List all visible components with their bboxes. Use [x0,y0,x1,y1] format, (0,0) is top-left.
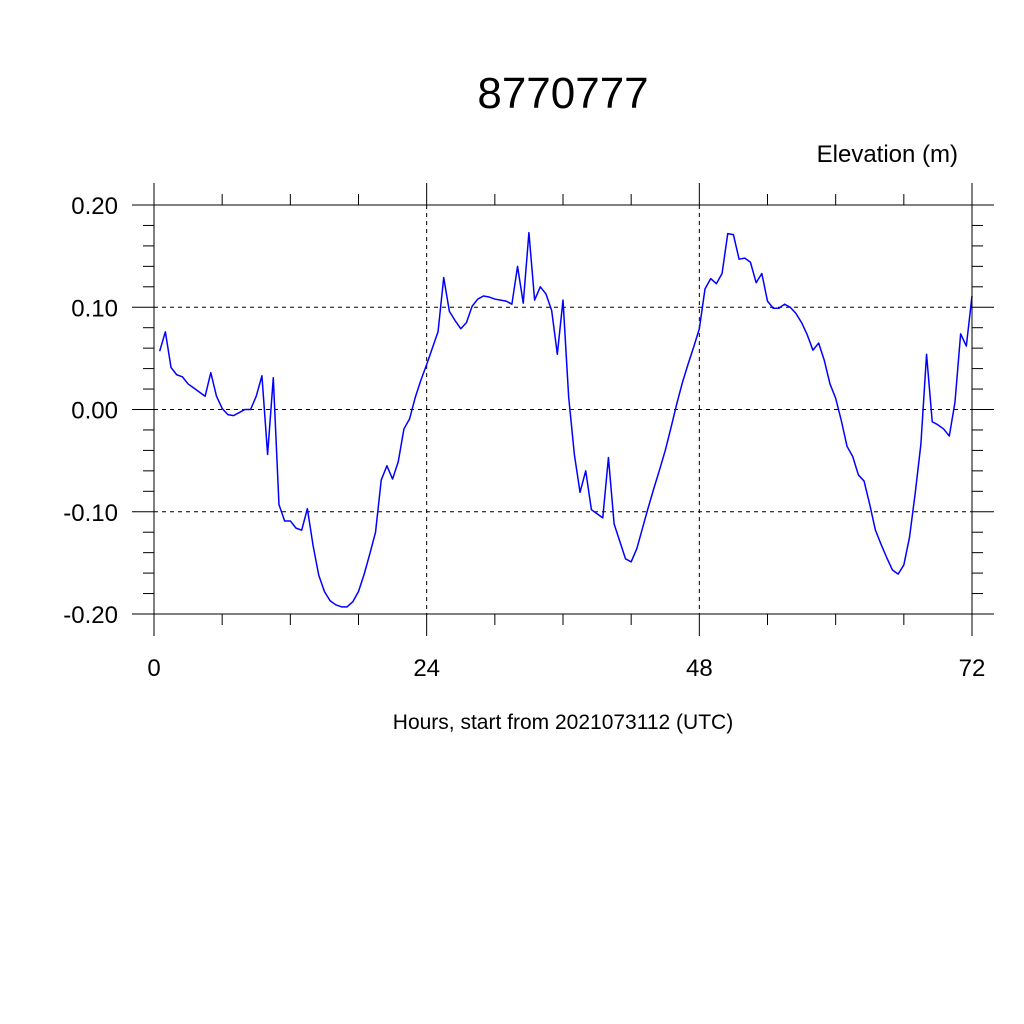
y-tick-label: 0.00 [71,398,118,425]
y-axis-label: Elevation (m) [817,141,958,168]
y-tick-label: 0.20 [71,193,118,220]
chart-title: 8770777 [477,69,648,118]
x-axis-label: Hours, start from 2021073112 (UTC) [393,711,733,734]
plot-frame [153,204,973,615]
y-tick-labels: -0.20 -0.10 0.00 0.10 0.20 [63,193,118,629]
series-group [158,231,973,608]
x-tick-label: 0 [147,655,160,682]
x-tick-label: 24 [413,655,440,682]
x-tick-label: 48 [686,655,713,682]
y-tick-label: -0.10 [63,500,118,527]
series-line [158,231,973,608]
y-tick-label: -0.20 [63,602,118,629]
y-tick-label: 0.10 [71,295,118,322]
grid-lines [153,204,973,615]
axis-ticks [132,183,994,636]
x-tick-labels: 0 24 48 72 [147,655,985,682]
x-tick-label: 72 [959,655,986,682]
